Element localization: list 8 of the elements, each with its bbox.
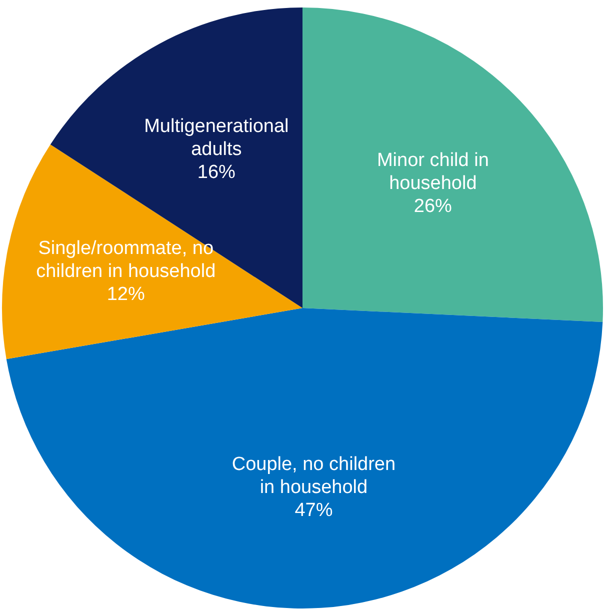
data-label: 16% <box>197 162 236 183</box>
data-label: 12% <box>106 284 145 306</box>
slice-label: Minor child in household <box>376 150 489 194</box>
data-label: 47% <box>294 500 333 522</box>
data-label: 26% <box>414 196 452 217</box>
slice-label: Multigenerational adults <box>144 116 289 160</box>
slice-label: Single/roommate, no children in household <box>36 238 216 282</box>
slice-label: Couple, no children in household <box>232 454 396 498</box>
